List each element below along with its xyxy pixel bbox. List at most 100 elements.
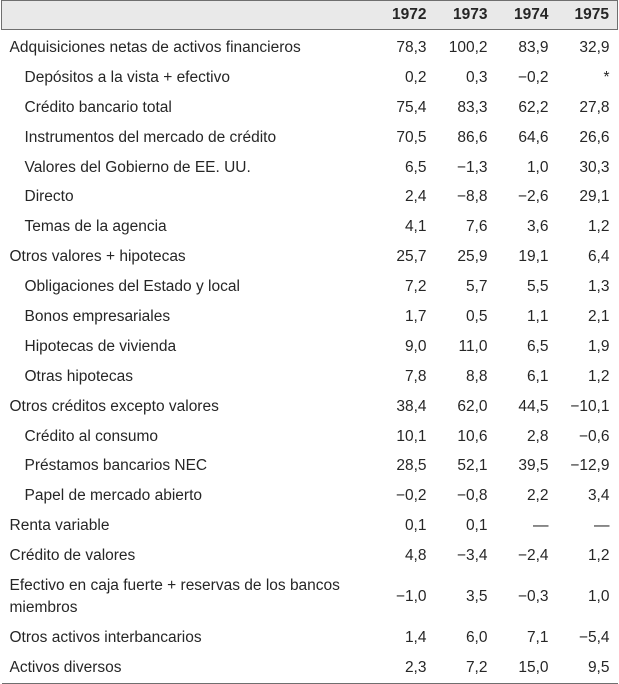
value-cell-1975: 1,2 — [587, 218, 610, 236]
value-cell-1973: −3,4 — [456, 547, 488, 565]
value-cell-1972: 7,2 — [404, 278, 427, 296]
value-cell-1975: 9,5 — [556, 652, 618, 684]
value-cell-1974: 3,6 — [526, 218, 549, 236]
value-cell-1973: 0,1 — [465, 517, 488, 535]
value-cell-1974: −2,6 — [517, 188, 549, 206]
value-cell-1972: 4,1 — [404, 218, 427, 236]
value-cell-1973: 62,0 — [457, 397, 488, 415]
value-cell-1972: 25,7 — [396, 248, 427, 266]
value-cell-1973: 100,2 — [448, 38, 488, 56]
header-label-cell — [1, 0, 374, 30]
header-year-1975: 1975 — [556, 0, 618, 30]
header-year-1973: 1973 — [434, 0, 496, 30]
table-row: Papel de mercado abierto −0,2 −0,8 2,2 3,4 — [2, 481, 618, 511]
value-cell-1974: 2,2 — [526, 487, 549, 505]
value-cell-1972: 9,0 — [404, 337, 427, 355]
value-cell-1973: −0,8 — [456, 487, 488, 505]
value-cell-1972: 28,5 — [396, 457, 427, 475]
value-cell-1975: 1,3 — [587, 278, 610, 296]
table-row: Temas de la agencia 4,1 7,6 3,6 1,2 — [2, 212, 618, 242]
value-cell-1972: 1,7 — [404, 307, 427, 325]
value-cell-1974: 15,0 — [495, 652, 557, 684]
value-cell-1974: 6,1 — [526, 367, 549, 385]
value-cell-1975: * — [603, 68, 610, 86]
table-row: Préstamos bancarios NEC 28,5 52,1 39,5 −12,9 — [2, 451, 618, 481]
value-cell-1975: 3,4 — [587, 487, 610, 505]
value-cell-1973: 86,6 — [457, 128, 488, 146]
table-body: Adquisiciones netas de activos financier… — [1, 30, 618, 684]
value-cell-1972: 70,5 — [396, 128, 427, 146]
table-header: 1972 1973 1974 1975 — [1, 0, 618, 30]
table-row: Depósitos a la vista + efectivo 0,2 0,3 −0,… — [2, 63, 618, 93]
value-cell-1973: 8,8 — [465, 367, 488, 385]
table-row: Instrumentos del mercado de crédito 70,5 8… — [2, 123, 618, 153]
row-label: Otros valores + hipotecas — [9, 248, 186, 266]
value-cell-1972: 38,4 — [396, 397, 427, 415]
value-cell-1974: −2,4 — [517, 547, 549, 565]
table-row: Otros activos interbancarios 1,4 6,0 7,1 −5,… — [2, 623, 618, 653]
value-cell-1974: — — [533, 517, 549, 535]
value-cell-1974: 1,1 — [526, 307, 549, 325]
table-row: Crédito al consumo 10,1 10,6 2,8 −0,6 — [2, 422, 618, 452]
row-label: Crédito bancario total — [24, 98, 172, 116]
value-cell-1975: 1,2 — [587, 367, 610, 385]
row-label: Otros créditos excepto valores — [9, 397, 219, 415]
row-label: Directo — [24, 188, 74, 206]
value-cell-1975: −10,1 — [570, 397, 610, 415]
value-cell-1973: 10,6 — [457, 427, 488, 445]
table-row: Otras hipotecas 7,8 8,8 6,1 1,2 — [2, 362, 618, 392]
value-cell-1972: −0,2 — [395, 487, 427, 505]
row-label: Papel de mercado abierto — [24, 487, 203, 505]
value-cell-1975: 30,3 — [579, 158, 610, 176]
value-cell-1972: 7,8 — [404, 367, 427, 385]
value-cell-1974: 19,1 — [518, 248, 549, 266]
value-cell-1973: 7,2 — [434, 652, 496, 684]
value-cell-1975: 1,9 — [587, 337, 610, 355]
header-year-1974: 1974 — [495, 0, 557, 30]
value-cell-1972: 0,1 — [404, 517, 427, 535]
value-cell-1972: 2,3 — [373, 652, 435, 684]
value-cell-1973: 3,5 — [465, 588, 488, 606]
row-label: Depósitos a la vista + efectivo — [24, 68, 230, 86]
value-cell-1974: 62,2 — [518, 98, 549, 116]
value-cell-1974: 6,5 — [526, 337, 549, 355]
value-cell-1972: 6,5 — [404, 158, 427, 176]
value-cell-1973: 0,3 — [465, 68, 488, 86]
table-row: Activos diversos 2,3 7,2 15,0 9,5 — [1, 652, 618, 684]
value-cell-1975: 27,8 — [579, 98, 610, 116]
value-cell-1974: 2,8 — [526, 427, 549, 445]
value-cell-1972: 4,8 — [404, 547, 427, 565]
value-cell-1972: 78,3 — [396, 38, 427, 56]
value-cell-1974: 1,0 — [526, 158, 549, 176]
value-cell-1975: −0,6 — [578, 427, 610, 445]
row-label: Bonos empresariales — [24, 307, 171, 325]
value-cell-1973: 25,9 — [457, 248, 488, 266]
table-row: Otros créditos excepto valores 38,4 62,0 44… — [2, 392, 618, 422]
value-cell-1975: 1,0 — [587, 588, 610, 606]
value-cell-1973: 7,6 — [465, 218, 488, 236]
value-cell-1975: 26,6 — [579, 128, 610, 146]
row-label: Otras hipotecas — [24, 367, 134, 385]
value-cell-1975: 2,1 — [587, 307, 610, 325]
row-label: Otros activos interbancarios — [9, 628, 202, 646]
value-cell-1973: −1,3 — [456, 158, 488, 176]
value-cell-1974: 39,5 — [518, 457, 549, 475]
row-label: Temas de la agencia — [24, 218, 167, 236]
value-cell-1973: 83,3 — [457, 98, 488, 116]
table-row: Obligaciones del Estado y local 7,2 5,7 5,5… — [2, 272, 618, 302]
value-cell-1973: 5,7 — [465, 278, 488, 296]
value-cell-1974: −0,3 — [517, 588, 549, 606]
table-row: Valores del Gobierno de EE. UU. 6,5 −1,3 1,… — [2, 153, 618, 183]
value-cell-1973: 6,0 — [465, 628, 488, 646]
value-cell-1974: 64,6 — [518, 128, 549, 146]
row-label: Crédito al consumo — [24, 427, 159, 445]
value-cell-1975: — — [594, 517, 610, 535]
row-label: Efectivo en caja fuerte + reservas de lo… — [9, 577, 340, 617]
value-cell-1972: 10,1 — [396, 427, 427, 445]
value-cell-1975: 29,1 — [579, 188, 610, 206]
row-label: Activos diversos — [1, 652, 374, 684]
table-row: Efectivo en caja fuerte + reservas de lo… — [2, 571, 618, 623]
table-row: Bonos empresariales 1,7 0,5 1,1 2,1 — [2, 302, 618, 332]
value-cell-1974: 5,5 — [526, 278, 549, 296]
row-label: Instrumentos del mercado de crédito — [24, 128, 277, 146]
